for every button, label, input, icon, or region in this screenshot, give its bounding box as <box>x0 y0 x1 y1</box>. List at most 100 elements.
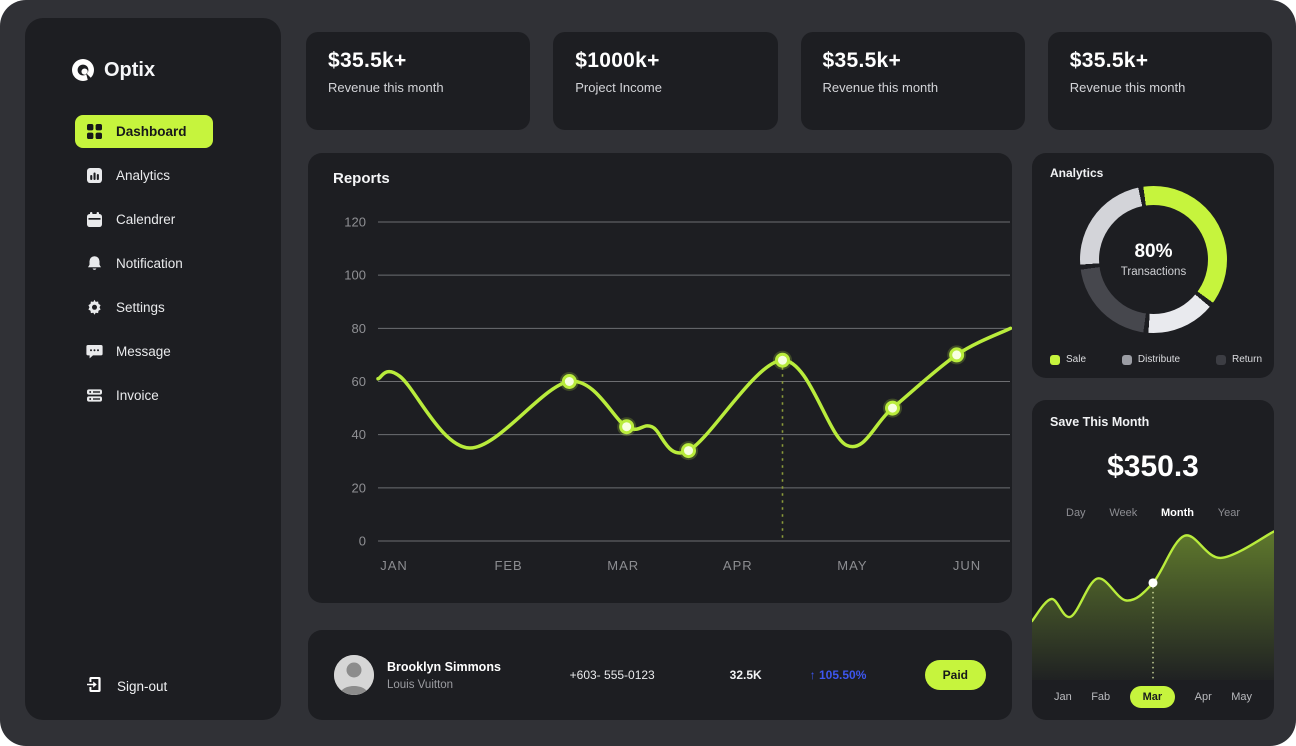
transaction-amount: 32.5K <box>729 668 762 682</box>
stat-card[interactable]: $1000k+ Project Income <box>553 32 778 130</box>
stat-value: $35.5k+ <box>822 49 902 72</box>
svg-text:80: 80 <box>352 321 366 336</box>
svg-text:40: 40 <box>352 427 366 442</box>
sidebar-item-calendrer[interactable]: Calendrer <box>75 203 213 236</box>
legend-swatch <box>1050 354 1060 365</box>
sidebar-item-label: Calendrer <box>116 212 176 227</box>
analytics-panel: Analytics 80% Transactions Sale Distribut… <box>1032 153 1274 378</box>
stat-card[interactable]: $35.5k+ Revenue this month <box>306 32 531 130</box>
customer-phone: +603- 555-0123 <box>569 668 655 682</box>
save-month-panel: Save This Month $350.3 Day Week Month Year … <box>1032 400 1274 720</box>
legend-swatch <box>1215 354 1226 365</box>
legend-item-distribute: Distribute <box>1121 354 1181 365</box>
transactions-donut-chart[interactable]: 80% Transactions <box>1080 186 1227 333</box>
svg-text:0: 0 <box>359 534 366 549</box>
stat-value: $1000k+ <box>575 49 660 72</box>
calendar-icon <box>86 211 103 228</box>
period-tabs: Day Week Month Year <box>1066 507 1240 519</box>
svg-text:JUN: JUN <box>953 558 981 573</box>
optix-logo-icon <box>72 59 94 81</box>
month-selector: Jan Fab Mar Apr May <box>1054 686 1252 708</box>
stat-card[interactable]: $35.5k+ Revenue this month <box>800 32 1025 130</box>
logo: Optix <box>71 58 155 82</box>
stat-label: Revenue this month <box>1069 80 1186 95</box>
legend-item-return: Return <box>1215 354 1262 365</box>
svg-text:FEB: FEB <box>494 558 522 573</box>
message-icon <box>86 343 103 360</box>
signout-icon <box>86 676 103 696</box>
stat-cards-row: $35.5k+ Revenue this month $1000k+ Project … <box>306 32 1272 130</box>
bell-icon <box>86 255 103 272</box>
save-month-value: $350.3 <box>1107 450 1199 483</box>
sidebar-item-label: Settings <box>116 300 165 315</box>
sidebar-item-settings[interactable]: Settings <box>75 291 213 324</box>
legend-label: Distribute <box>1137 354 1181 365</box>
customer-company: Louis Vuitton <box>387 678 454 691</box>
month-label-jan[interactable]: Jan <box>1054 691 1072 703</box>
svg-text:APR: APR <box>723 558 753 573</box>
period-tab-year[interactable]: Year <box>1217 507 1240 519</box>
donut-sublabel: Transactions <box>1120 266 1187 278</box>
signout-label: Sign-out <box>117 678 168 694</box>
customer-name: Brooklyn Simmons <box>387 659 501 674</box>
stat-value: $35.5k+ <box>1069 49 1149 72</box>
sidebar-item-message[interactable]: Message <box>75 335 213 368</box>
bar-chart-icon <box>86 167 103 184</box>
sidebar-item-analytics[interactable]: Analytics <box>75 159 213 192</box>
donut-legend: Sale Distribute Return <box>1050 354 1262 365</box>
svg-text:JAN: JAN <box>380 558 408 573</box>
month-label-mar[interactable]: Mar <box>1129 686 1176 708</box>
stat-label: Project Income <box>575 80 662 95</box>
transaction-row[interactable]: Brooklyn Simmons Louis Vuitton +603- 555… <box>308 630 1012 720</box>
reports-panel: Reports 120 100 80 60 40 20 0 JAN FEB MAR APR MAY JU… <box>308 153 1012 603</box>
grid-icon <box>86 123 103 140</box>
signout-button[interactable]: Sign-out <box>86 669 167 703</box>
avatar <box>334 655 374 695</box>
month-label-fab[interactable]: Fab <box>1091 691 1111 703</box>
reports-line-chart[interactable]: 120 100 80 60 40 20 0 JAN FEB MAR APR MAY JUN <box>308 153 1012 603</box>
invoice-icon <box>86 387 103 404</box>
period-tab-day[interactable]: Day <box>1066 507 1086 519</box>
legend-label: Return <box>1231 354 1262 365</box>
legend-item-sale: Sale <box>1050 354 1086 365</box>
savings-area-chart[interactable] <box>1032 518 1274 680</box>
person-photo-icon <box>334 655 374 695</box>
svg-text:120: 120 <box>344 215 366 230</box>
sidebar-item-label: Dashboard <box>116 124 187 139</box>
svg-text:100: 100 <box>344 268 366 283</box>
donut-percent: 80% <box>1134 241 1173 262</box>
change-value: 105.50% <box>819 668 867 682</box>
status-badge[interactable]: Paid <box>924 660 986 690</box>
transaction-change: ↑ 105.50% <box>810 668 925 682</box>
legend-swatch <box>1121 354 1132 365</box>
sidebar-item-label: Message <box>116 344 171 359</box>
svg-text:MAY: MAY <box>837 558 867 573</box>
save-month-title: Save This Month <box>1050 415 1150 429</box>
sidebar-item-label: Analytics <box>116 168 171 183</box>
stat-label: Revenue this month <box>822 80 939 95</box>
sidebar-item-dashboard[interactable]: Dashboard <box>75 115 213 148</box>
customer-info: Brooklyn Simmons Louis Vuitton <box>387 660 552 691</box>
month-label-apr[interactable]: Apr <box>1194 691 1212 703</box>
donut-center: 80% Transactions <box>1099 205 1208 314</box>
svg-text:20: 20 <box>352 480 366 495</box>
up-arrow-icon: ↑ <box>809 668 816 682</box>
stat-card[interactable]: $35.5k+ Revenue this month <box>1047 32 1272 130</box>
svg-text:60: 60 <box>352 374 366 389</box>
sidebar-menu: Dashboard Analytics Calendrer Notification S… <box>75 115 213 412</box>
svg-text:MAR: MAR <box>607 558 639 573</box>
logo-text: Optix <box>104 58 156 81</box>
sidebar-item-notification[interactable]: Notification <box>75 247 213 280</box>
analytics-title: Analytics <box>1050 166 1104 180</box>
sidebar-item-invoice[interactable]: Invoice <box>75 379 213 412</box>
stat-value: $35.5k+ <box>328 49 407 72</box>
legend-label: Sale <box>1066 354 1087 365</box>
period-tab-week[interactable]: Week <box>1109 507 1138 519</box>
stat-label: Revenue this month <box>328 80 444 95</box>
sidebar: Optix Dashboard Analytics Calendrer Notific… <box>25 18 281 720</box>
gear-icon <box>86 299 103 316</box>
reports-title: Reports <box>333 170 390 187</box>
month-label-may[interactable]: May <box>1231 691 1252 703</box>
period-tab-month[interactable]: Month <box>1161 507 1194 519</box>
